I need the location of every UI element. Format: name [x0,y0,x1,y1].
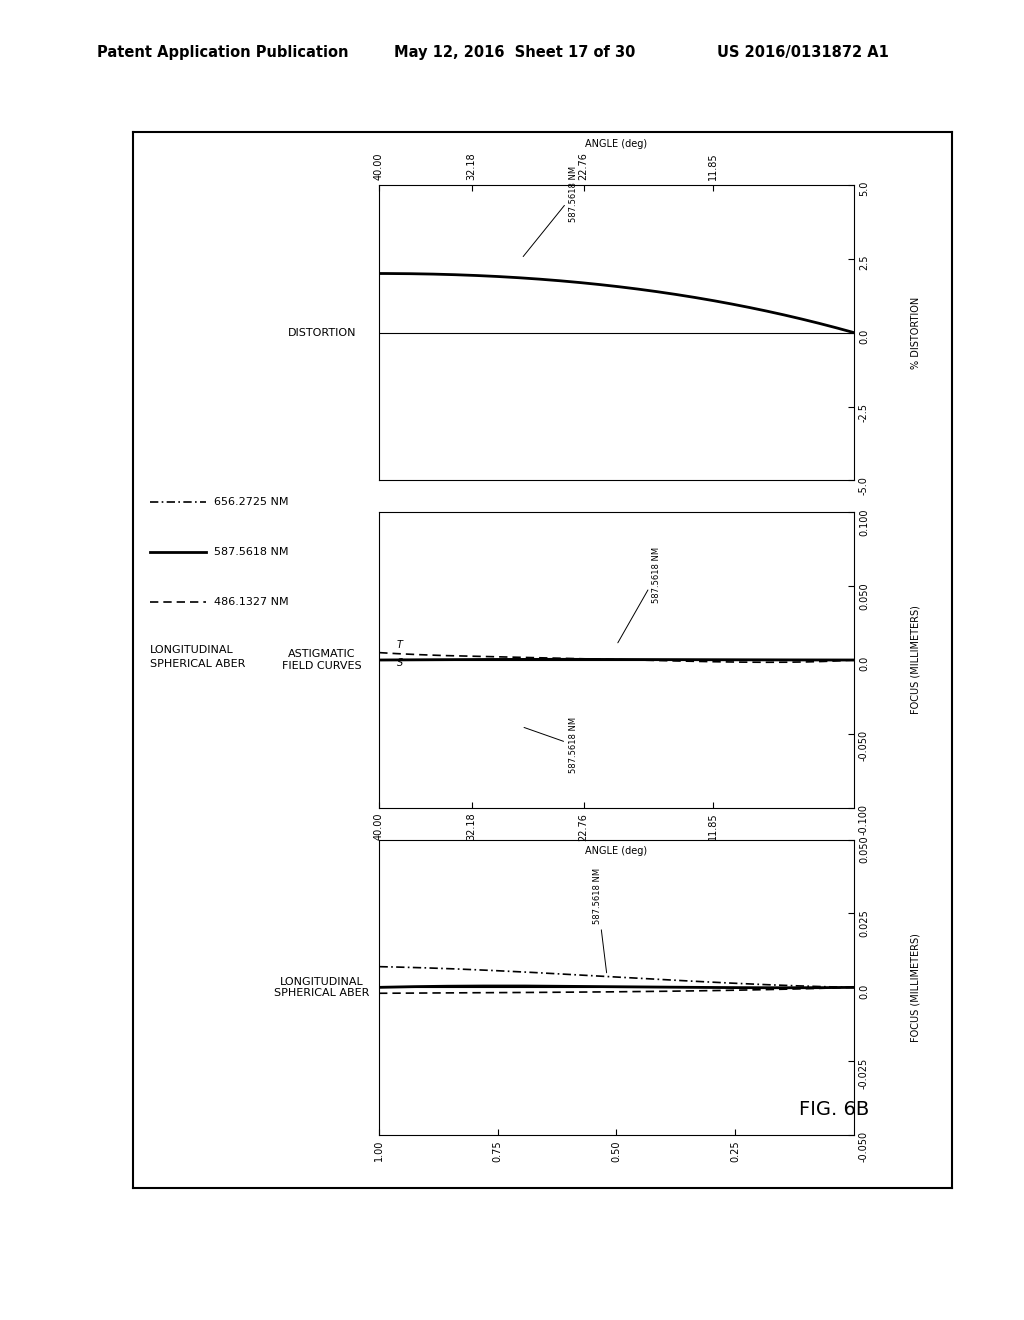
Y-axis label: FOCUS (MILLIMETERS): FOCUS (MILLIMETERS) [910,606,921,714]
Text: May 12, 2016  Sheet 17 of 30: May 12, 2016 Sheet 17 of 30 [394,45,636,59]
Text: LONGITUDINAL
SPHERICAL ABER: LONGITUDINAL SPHERICAL ABER [274,977,370,998]
Text: 587.5618 NM: 587.5618 NM [523,166,578,256]
Text: S: S [396,657,403,668]
Text: T: T [396,640,402,651]
X-axis label: ANGLE (deg): ANGLE (deg) [586,846,647,857]
Text: FIG. 6B: FIG. 6B [799,1101,869,1119]
Y-axis label: % DISTORTION: % DISTORTION [910,297,921,368]
Text: 486.1327 NM: 486.1327 NM [214,597,289,607]
Text: LONGITUDINAL
SPHERICAL ABER: LONGITUDINAL SPHERICAL ABER [150,645,245,669]
Text: 587.5618 NM: 587.5618 NM [617,546,662,643]
Text: 587.5618 NM: 587.5618 NM [214,546,289,557]
Text: DISTORTION: DISTORTION [288,327,356,338]
X-axis label: ANGLE (deg): ANGLE (deg) [586,139,647,149]
Text: 587.5618 NM: 587.5618 NM [593,869,606,973]
Text: US 2016/0131872 A1: US 2016/0131872 A1 [717,45,889,59]
Text: 656.2725 NM: 656.2725 NM [214,496,289,507]
Y-axis label: FOCUS (MILLIMETERS): FOCUS (MILLIMETERS) [910,933,921,1041]
Text: ASTIGMATIC
FIELD CURVES: ASTIGMATIC FIELD CURVES [282,649,361,671]
Text: 587.5618 NM: 587.5618 NM [524,717,578,774]
Text: Patent Application Publication: Patent Application Publication [97,45,349,59]
